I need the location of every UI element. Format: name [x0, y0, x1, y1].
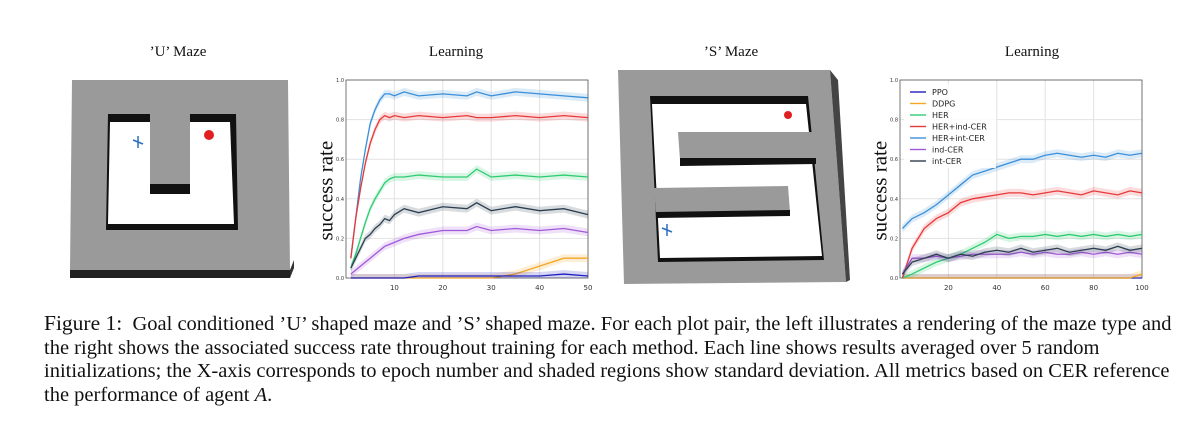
u-chart-ytick-label: 0.2 — [336, 236, 344, 242]
u-chart-band-her-ind-cer — [350, 111, 588, 263]
s-chart-ytick-label: 0.2 — [890, 236, 898, 242]
figure-caption: Figure 1: Goal conditioned ’U’ shaped ma… — [44, 311, 1194, 407]
u-chart-band-ddpg — [350, 254, 588, 278]
u-chart-series-ppo — [350, 273, 589, 279]
u-chart-ytick-label: 0.4 — [336, 197, 344, 203]
s-chart-band-her-ind-cer — [902, 186, 1142, 278]
u-chart-xtick-label: 50 — [584, 284, 593, 292]
u-learning-title: Learning — [428, 44, 484, 60]
s-chart-ylabel: success rate — [867, 140, 892, 241]
u-chart-xtick-label: 10 — [390, 284, 399, 292]
s-chart-ytick-label: 0.4 — [890, 197, 898, 203]
s-chart-band-her-int-cer — [902, 149, 1142, 233]
u-chart-series-her-int-cer — [350, 91, 589, 259]
u-chart-series-ind-cer — [350, 225, 589, 275]
u-chart-ylabel: success rate — [313, 140, 338, 241]
s-chart-xtick-label: 40 — [992, 284, 1001, 292]
s-chart-ytick-label: 0.8 — [890, 118, 898, 124]
s-chart-ytick-label: 0.6 — [890, 157, 898, 163]
u-chart-ytick-label: 1.0 — [336, 78, 344, 84]
u-chart-band-int-cer — [350, 198, 588, 273]
s-chart-ytick-label: 0.0 — [890, 276, 898, 282]
s-chart-ytick-label: 1.0 — [890, 78, 898, 84]
u-chart-series-int-cer — [350, 202, 589, 269]
u-chart-band-ppo — [350, 270, 588, 278]
u-chart-xtick-label: 40 — [535, 284, 544, 292]
s-learning-title: Learning — [1004, 44, 1060, 60]
caption-end: . — [267, 383, 273, 406]
s-maze-agent-icon — [661, 224, 673, 236]
s-chart-xtick-label: 100 — [1135, 284, 1148, 292]
s-chart-series-int-cer — [901, 245, 1143, 275]
u-maze-rendering — [70, 80, 294, 278]
s-chart-legend-label: HER — [932, 111, 949, 120]
u-chart-ytick-label: 0.8 — [336, 118, 344, 124]
s-chart-legend-label: HER+ind-CER — [932, 123, 987, 132]
s-chart-band-ddpg — [902, 270, 1142, 278]
s-chart-xtick-label: 20 — [944, 284, 953, 292]
s-chart-series-her-int-cer — [901, 152, 1143, 229]
u-maze-goal-icon — [204, 130, 214, 140]
s-chart-series-ind-cer — [901, 251, 1143, 275]
u-chart-xtick-label: 30 — [487, 284, 496, 292]
s-chart-xtick-label: 80 — [1089, 284, 1098, 292]
s-chart-xtick-label: 60 — [1041, 284, 1050, 292]
s-chart-legend-label: PPO — [932, 88, 948, 97]
u-learning-chart: 10 20 30 40 50 0.0 0.2 0.4 0.6 0.8 1.0 — [336, 78, 593, 292]
s-chart-band-ppo — [902, 274, 1142, 278]
s-chart-band-int-cer — [902, 242, 1142, 278]
s-learning-chart: 20 40 60 80 100 0.0 0.2 0.4 0.6 0.8 1.0 PPO DDPG HER H… — [890, 78, 1149, 292]
s-chart-legend-label: int-CER — [932, 157, 962, 166]
u-chart-ytick-label: 0.0 — [336, 276, 344, 282]
s-maze-rendering — [618, 70, 850, 284]
u-chart-xtick-label: 20 — [438, 284, 447, 292]
u-maze-agent-icon — [132, 136, 144, 148]
s-chart-legend-label: DDPG — [932, 100, 955, 109]
figure-label: Figure 1: — [44, 311, 123, 335]
s-chart-legend: PPO DDPG HER HER+ind-CER HER+int-CER ind-CER i… — [904, 84, 996, 168]
s-chart-series-her — [902, 233, 1143, 279]
s-chart-legend-label: ind-CER — [932, 146, 964, 155]
s-maze-title: ’S’ Maze — [703, 44, 759, 60]
u-chart-band-her — [350, 165, 588, 273]
s-chart-series-ddpg — [902, 273, 1143, 279]
s-chart-series-her-ind-cer — [901, 190, 1143, 279]
u-chart-band-ind-cer — [350, 222, 588, 278]
caption-agent: A — [254, 383, 268, 406]
u-chart-series-her-ind-cer — [350, 114, 589, 259]
u-chart-ytick-label: 0.6 — [336, 157, 344, 163]
s-maze-goal-icon — [784, 111, 792, 119]
caption-text: Goal conditioned ’U’ shaped maze and ’S’… — [44, 313, 1172, 406]
u-chart-series-her — [350, 168, 589, 269]
s-chart-legend-label: HER+int-CER — [932, 134, 985, 143]
s-chart-band-her — [902, 230, 1142, 278]
u-maze-title: ’U’ Maze — [149, 44, 207, 60]
